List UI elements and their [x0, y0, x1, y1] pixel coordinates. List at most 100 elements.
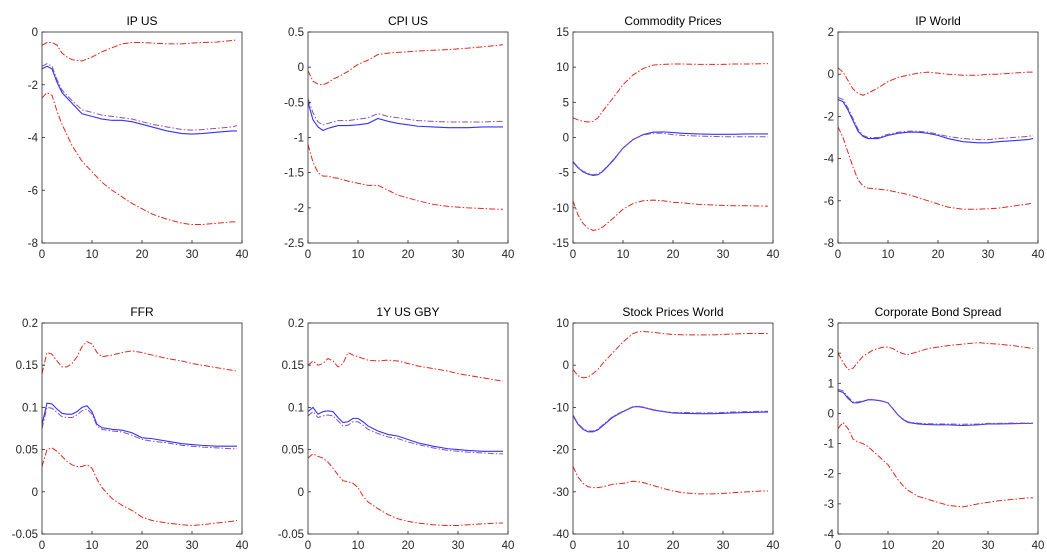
x-tick-label: 30	[452, 249, 465, 261]
chart-panel: Corporate Bond Spread 0 10 20 30 40 -4 -3 -2 -1 0 1…	[824, 305, 1045, 552]
x-tick-label: 20	[136, 540, 149, 552]
x-tick-label: 10	[882, 249, 895, 261]
x-tick-label: 30	[717, 249, 730, 261]
x-tick-label: 40	[502, 249, 515, 261]
x-tick-label: 0	[570, 540, 576, 552]
mean-response-line	[573, 405, 768, 432]
confidence-band-line	[838, 67, 1033, 96]
y-tick-label: -4	[824, 154, 835, 166]
median-response-line	[42, 65, 237, 135]
y-tick-label: 0	[828, 69, 834, 81]
axes-box	[307, 322, 509, 535]
confidence-band-line	[42, 92, 237, 226]
y-tick-label: -4	[824, 529, 835, 541]
y-tick-label: -6	[28, 185, 38, 197]
chart-panel: Stock Prices World 0 10 20 30 40 -40 -30 -20 -10 0…	[552, 305, 779, 552]
chart-title: FFR	[130, 305, 154, 319]
median-response-line	[573, 406, 768, 433]
chart-title: Corporate Bond Spread	[875, 305, 1002, 319]
x-tick-label: 40	[1032, 540, 1045, 552]
axes-box	[572, 322, 774, 535]
chart-title: CPI US	[388, 14, 428, 28]
x-tick-label: 40	[767, 540, 780, 552]
x-tick-label: 30	[186, 249, 199, 261]
mean-response-line	[42, 406, 237, 450]
confidence-band-line	[308, 351, 504, 382]
median-response-line	[838, 390, 1033, 427]
axes-box	[41, 31, 243, 244]
x-tick-label: 0	[570, 249, 576, 261]
y-tick-label: -10	[552, 402, 569, 414]
median-response-line	[573, 131, 768, 177]
y-tick-label: -2.5	[284, 238, 304, 250]
x-tick-label: 20	[667, 540, 680, 552]
y-tick-label: 0	[828, 408, 834, 420]
confidence-band-line	[308, 453, 503, 527]
y-tick-label: 0	[298, 62, 304, 74]
x-tick-label: 30	[982, 540, 995, 552]
x-tick-label: 10	[86, 249, 99, 261]
y-tick-label: -2	[824, 111, 834, 123]
y-tick-label: 0	[298, 487, 304, 499]
x-tick-label: 10	[617, 540, 630, 552]
x-tick-label: 30	[186, 540, 199, 552]
median-response-line	[308, 406, 503, 452]
axes-box	[41, 322, 243, 535]
mean-response-line	[308, 98, 503, 126]
y-tick-label: -0.05	[12, 529, 38, 541]
chart-title: IP World	[915, 14, 961, 28]
y-tick-label: -1	[294, 133, 304, 145]
mean-response-line	[838, 388, 1033, 425]
y-tick-label: -2	[294, 203, 304, 215]
y-tick-label: 10	[556, 62, 569, 74]
chart-panel: CPI US 0 10 20 30 40 -2.5 -2 -1.5 -1 -0.5 0 0.5	[284, 14, 514, 261]
x-tick-label: 10	[617, 249, 630, 261]
axes-box	[837, 322, 1039, 535]
x-tick-label: 40	[236, 540, 249, 552]
x-tick-label: 0	[835, 540, 841, 552]
y-tick-label: -0.05	[278, 529, 304, 541]
y-tick-label: 0.15	[16, 360, 38, 372]
chart-panel: IP US 0 10 20 30 40 -8 -6 -4 -2 0	[28, 14, 249, 261]
chart-title: Commodity Prices	[624, 14, 721, 28]
x-tick-label: 0	[305, 249, 311, 261]
y-tick-label: 0	[32, 27, 38, 39]
chart-title: 1Y US GBY	[376, 305, 439, 319]
chart-panel: Commodity Prices 0 10 20 30 40 -15 -10 -5 0 5 10 15	[552, 14, 779, 261]
x-tick-label: 20	[667, 249, 680, 261]
y-tick-label: -20	[552, 445, 569, 457]
axes-box	[307, 31, 509, 244]
confidence-band-line	[42, 39, 238, 62]
x-tick-label: 10	[86, 540, 99, 552]
y-tick-label: -5	[559, 168, 569, 180]
x-tick-label: 10	[352, 249, 365, 261]
confidence-band-line	[308, 144, 503, 210]
x-tick-label: 0	[835, 249, 841, 261]
mean-response-line	[42, 63, 238, 131]
x-tick-label: 20	[402, 540, 415, 552]
x-tick-label: 0	[305, 540, 311, 552]
confidence-band-line	[573, 466, 768, 495]
y-tick-label: 0.1	[288, 402, 304, 414]
chart-title: Stock Prices World	[622, 305, 723, 319]
y-tick-label: 0.05	[16, 445, 38, 457]
x-tick-label: 40	[1032, 249, 1045, 261]
mean-response-line	[838, 96, 1034, 141]
y-tick-label: 0.05	[282, 445, 304, 457]
y-tick-label: -4	[28, 133, 39, 145]
x-tick-label: 10	[882, 540, 895, 552]
y-tick-label: 15	[556, 27, 569, 39]
confidence-band-line	[42, 447, 238, 527]
chart-title: IP US	[126, 14, 157, 28]
mean-response-line	[573, 132, 768, 176]
y-tick-label: -2	[28, 80, 38, 92]
x-tick-label: 20	[136, 249, 149, 261]
mean-response-line	[308, 410, 503, 455]
y-tick-label: -3	[824, 499, 834, 511]
x-tick-label: 30	[717, 540, 730, 552]
y-tick-label: -8	[824, 238, 834, 250]
x-tick-label: 30	[452, 540, 465, 552]
